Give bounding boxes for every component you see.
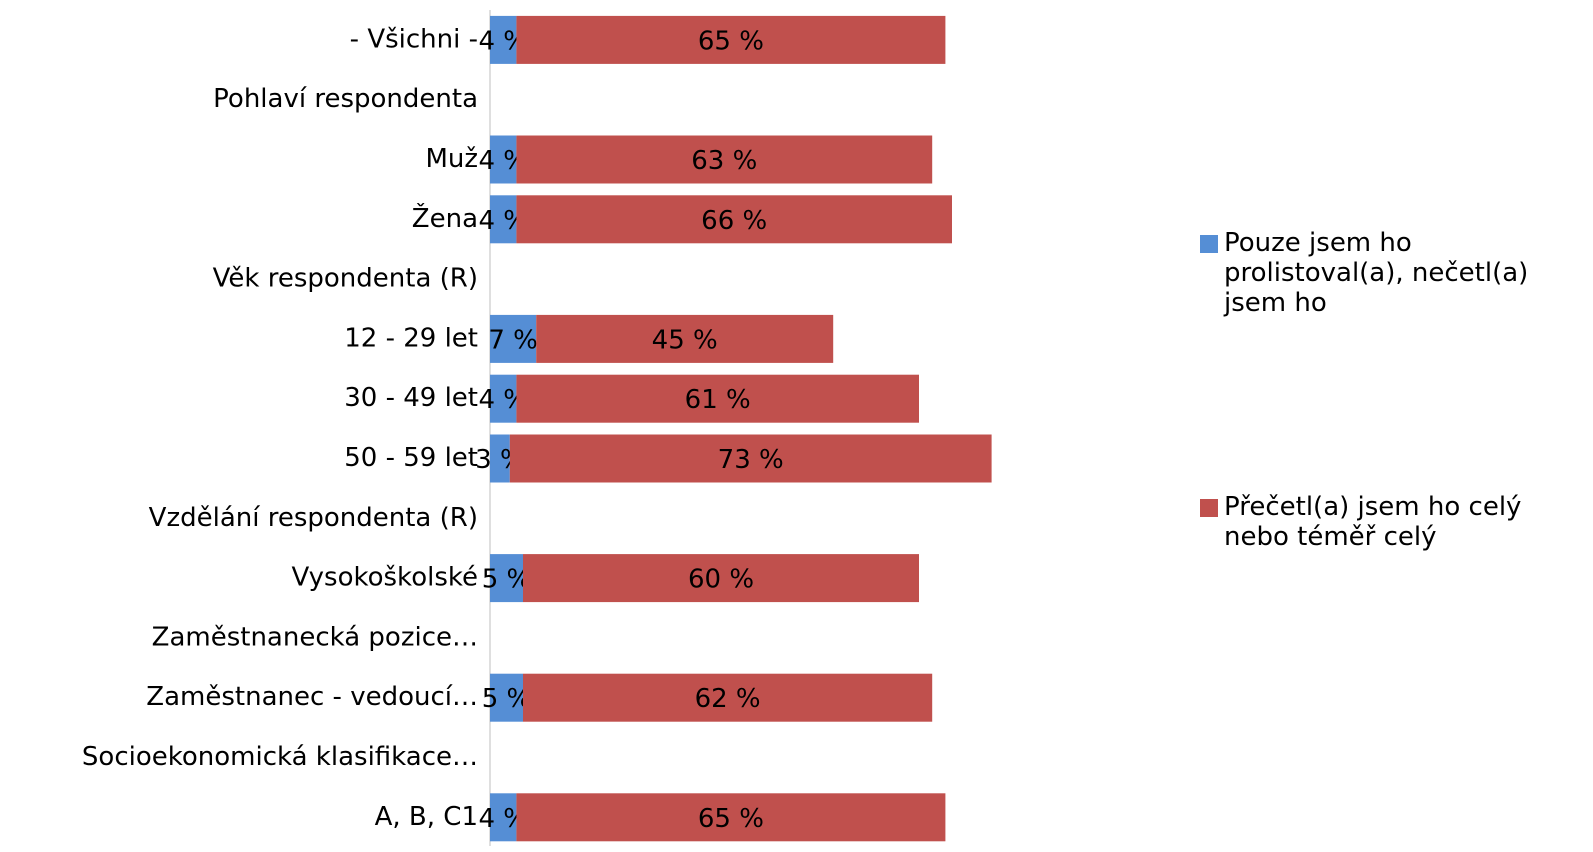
bar-segment (490, 673, 523, 722)
data-label: 63 % (691, 146, 757, 176)
bar-segment (516, 135, 933, 184)
legend-swatch (1200, 235, 1218, 253)
bar-segment (490, 314, 537, 363)
y-tick-label: Žena (412, 202, 478, 234)
bar-segment (490, 15, 517, 64)
legend-entry: Pouze jsem ho prolistoval(a), nečetl(a) … (1200, 228, 1580, 318)
data-label: 65 % (698, 804, 764, 834)
y-tick-label: Věk respondenta (R) (213, 264, 478, 294)
bar-segment (509, 434, 992, 483)
data-label: 65 % (698, 26, 764, 56)
bar-segment (490, 434, 510, 483)
data-label: 62 % (695, 684, 761, 714)
data-label: 61 % (685, 385, 751, 415)
y-tick-label: Pohlaví respondenta (213, 84, 478, 114)
bar-segment (516, 374, 919, 423)
bar-segment (490, 554, 523, 603)
bar-segment (490, 195, 517, 244)
y-tick-label: 50 - 59 let (344, 443, 478, 473)
y-tick-label: - Všichni - (350, 24, 478, 54)
bar-segment (523, 554, 919, 603)
data-label: 66 % (701, 206, 767, 236)
data-label: 45 % (652, 325, 718, 355)
bar-segment (490, 374, 517, 423)
y-tick-label: Zaměstnanec - vedoucí… (146, 682, 478, 712)
legend-label: Přečetl(a) jsem ho celý nebo téměř celý (1224, 492, 1522, 552)
bar-segment (490, 793, 517, 842)
chart: - Všichni -4 % 65 %Pohlaví respondentaMuž… (82, 10, 992, 846)
bar-segment (523, 673, 933, 722)
legend-entry: Přečetl(a) jsem ho celý nebo téměř celý (1200, 492, 1580, 552)
data-label: 73 % (718, 445, 784, 475)
y-tick-label: Vzdělání respondenta (R) (149, 503, 478, 533)
y-tick-label: 12 - 29 let (344, 323, 478, 353)
legend-swatch (1200, 499, 1218, 517)
y-tick-label: Vysokoškolské (292, 563, 478, 593)
legend-label: Pouze jsem ho prolistoval(a), nečetl(a) … (1224, 228, 1529, 318)
y-tick-label: Socioekonomická klasifikace… (82, 742, 478, 772)
data-label: 60 % (688, 565, 754, 595)
y-tick-label: A, B, C1 (375, 802, 478, 832)
data-label: 7 % (488, 325, 538, 355)
bar-segment (516, 195, 952, 244)
bar-segment (516, 15, 946, 64)
bar-segment (516, 793, 946, 842)
y-tick-label: Zaměstnanecká pozice… (152, 622, 478, 652)
bar-segment (536, 314, 834, 363)
bar-segment (490, 135, 517, 184)
y-tick-label: Muž (425, 144, 478, 174)
y-tick-label: 30 - 49 let (344, 383, 478, 413)
